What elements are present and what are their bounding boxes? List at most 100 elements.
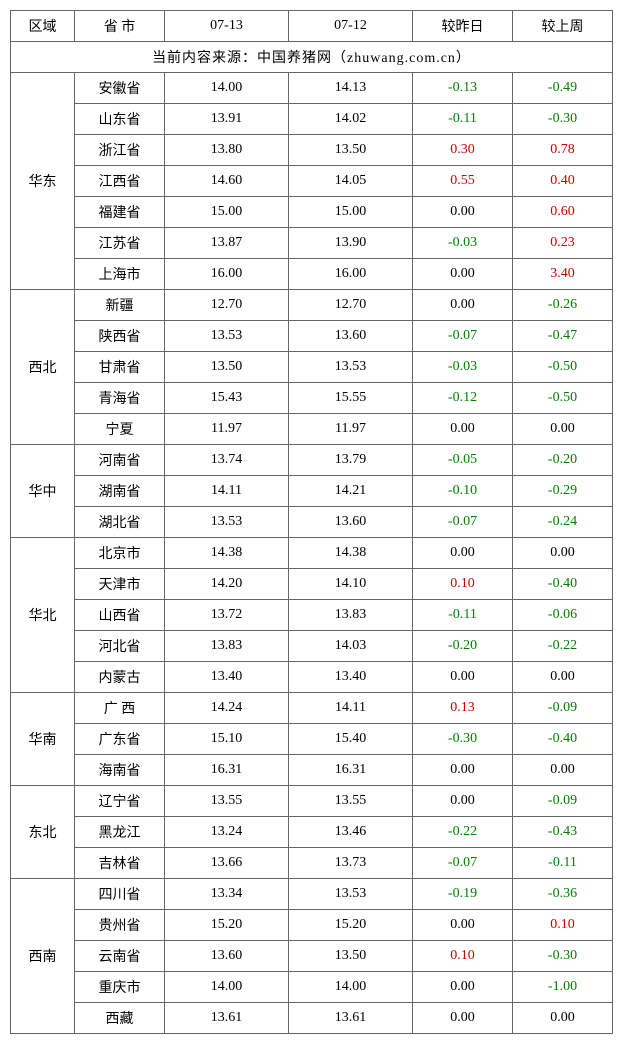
region-cell: 西南 [11, 879, 75, 1034]
table-row: 华南广 西14.2414.110.13-0.09 [11, 693, 613, 724]
value-date-1: 13.72 [165, 600, 289, 631]
table-row: 江苏省13.8713.90-0.030.23 [11, 228, 613, 259]
value-date-2: 14.03 [289, 631, 413, 662]
value-date-2: 13.40 [289, 662, 413, 693]
diff-week-cell: -0.06 [513, 600, 613, 631]
province-cell: 山东省 [75, 104, 165, 135]
diff-week-cell: -0.40 [513, 724, 613, 755]
province-cell: 宁夏 [75, 414, 165, 445]
diff-week-cell: -0.36 [513, 879, 613, 910]
value-date-1: 11.97 [165, 414, 289, 445]
value-date-1: 13.60 [165, 941, 289, 972]
col-diff-day: 较昨日 [413, 11, 513, 42]
province-cell: 天津市 [75, 569, 165, 600]
diff-week-cell: 0.00 [513, 1003, 613, 1034]
value-date-1: 15.00 [165, 197, 289, 228]
province-cell: 广东省 [75, 724, 165, 755]
diff-day-cell: 0.00 [413, 1003, 513, 1034]
diff-day-cell: 0.00 [413, 910, 513, 941]
table-row: 内蒙古13.4013.400.000.00 [11, 662, 613, 693]
region-cell: 华东 [11, 73, 75, 290]
table-row: 河北省13.8314.03-0.20-0.22 [11, 631, 613, 662]
diff-day-cell: 0.00 [413, 786, 513, 817]
diff-day-cell: 0.00 [413, 755, 513, 786]
value-date-1: 16.31 [165, 755, 289, 786]
table-row: 西南四川省13.3413.53-0.19-0.36 [11, 879, 613, 910]
province-cell: 云南省 [75, 941, 165, 972]
province-cell: 山西省 [75, 600, 165, 631]
source-row: 当前内容来源：中国养猪网（zhuwang.com.cn） [11, 42, 613, 73]
value-date-1: 14.38 [165, 538, 289, 569]
diff-week-cell: -0.20 [513, 445, 613, 476]
diff-week-cell: 0.23 [513, 228, 613, 259]
diff-day-cell: 0.10 [413, 941, 513, 972]
table-row: 西藏13.6113.610.000.00 [11, 1003, 613, 1034]
diff-week-cell: 0.00 [513, 755, 613, 786]
value-date-1: 16.00 [165, 259, 289, 290]
value-date-2: 15.55 [289, 383, 413, 414]
value-date-2: 13.50 [289, 941, 413, 972]
diff-day-cell: -0.07 [413, 321, 513, 352]
province-cell: 江西省 [75, 166, 165, 197]
diff-day-cell: -0.13 [413, 73, 513, 104]
province-cell: 上海市 [75, 259, 165, 290]
value-date-2: 11.97 [289, 414, 413, 445]
table-row: 华东安徽省14.0014.13-0.13-0.49 [11, 73, 613, 104]
value-date-1: 13.34 [165, 879, 289, 910]
table-row: 青海省15.4315.55-0.12-0.50 [11, 383, 613, 414]
value-date-2: 13.53 [289, 352, 413, 383]
value-date-1: 13.87 [165, 228, 289, 259]
value-date-1: 13.83 [165, 631, 289, 662]
diff-day-cell: 0.00 [413, 662, 513, 693]
province-cell: 北京市 [75, 538, 165, 569]
table-row: 湖南省14.1114.21-0.10-0.29 [11, 476, 613, 507]
value-date-2: 12.70 [289, 290, 413, 321]
region-cell: 西北 [11, 290, 75, 445]
value-date-2: 14.00 [289, 972, 413, 1003]
province-cell: 河南省 [75, 445, 165, 476]
diff-day-cell: -0.11 [413, 600, 513, 631]
diff-day-cell: -0.03 [413, 228, 513, 259]
diff-week-cell: -0.26 [513, 290, 613, 321]
province-cell: 辽宁省 [75, 786, 165, 817]
diff-day-cell: -0.07 [413, 507, 513, 538]
value-date-1: 14.20 [165, 569, 289, 600]
value-date-1: 13.53 [165, 321, 289, 352]
diff-day-cell: -0.05 [413, 445, 513, 476]
diff-week-cell: -1.00 [513, 972, 613, 1003]
value-date-1: 13.91 [165, 104, 289, 135]
price-table: 区域 省 市 07-13 07-12 较昨日 较上周 当前内容来源：中国养猪网（… [10, 10, 613, 1034]
table-row: 天津市14.2014.100.10-0.40 [11, 569, 613, 600]
table-row: 华北北京市14.3814.380.000.00 [11, 538, 613, 569]
value-date-1: 15.43 [165, 383, 289, 414]
value-date-2: 14.11 [289, 693, 413, 724]
table-row: 甘肃省13.5013.53-0.03-0.50 [11, 352, 613, 383]
col-province: 省 市 [75, 11, 165, 42]
table-row: 上海市16.0016.000.003.40 [11, 259, 613, 290]
value-date-1: 14.11 [165, 476, 289, 507]
diff-day-cell: 0.55 [413, 166, 513, 197]
value-date-2: 13.90 [289, 228, 413, 259]
province-cell: 陕西省 [75, 321, 165, 352]
table-row: 吉林省13.6613.73-0.07-0.11 [11, 848, 613, 879]
province-cell: 河北省 [75, 631, 165, 662]
diff-day-cell: 0.00 [413, 414, 513, 445]
province-cell: 吉林省 [75, 848, 165, 879]
table-row: 江西省14.6014.050.550.40 [11, 166, 613, 197]
diff-week-cell: 0.40 [513, 166, 613, 197]
province-cell: 湖南省 [75, 476, 165, 507]
province-cell: 西藏 [75, 1003, 165, 1034]
col-region: 区域 [11, 11, 75, 42]
province-cell: 青海省 [75, 383, 165, 414]
diff-day-cell: 0.13 [413, 693, 513, 724]
province-cell: 福建省 [75, 197, 165, 228]
value-date-2: 13.79 [289, 445, 413, 476]
table-row: 山东省13.9114.02-0.11-0.30 [11, 104, 613, 135]
value-date-1: 13.53 [165, 507, 289, 538]
province-cell: 甘肃省 [75, 352, 165, 383]
diff-day-cell: -0.20 [413, 631, 513, 662]
diff-week-cell: -0.40 [513, 569, 613, 600]
province-cell: 湖北省 [75, 507, 165, 538]
province-cell: 四川省 [75, 879, 165, 910]
table-row: 贵州省15.2015.200.000.10 [11, 910, 613, 941]
